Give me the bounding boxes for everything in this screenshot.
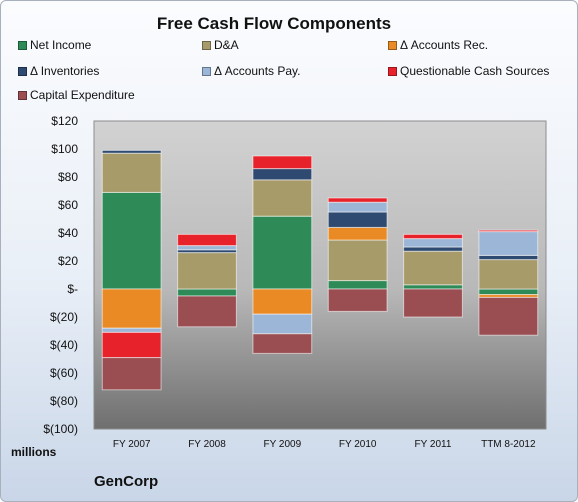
legend-swatch (202, 41, 211, 50)
legend-item-questionable-cash-sources: Questionable Cash Sources (388, 64, 549, 78)
bar-capital-expenditure-fy-2008 (177, 295, 237, 328)
y-tick-label: $20 (58, 254, 78, 268)
x-tick-label: FY 2007 (113, 439, 151, 450)
legend-item-net-income: Net Income (18, 38, 91, 52)
bar-d-a-fy-2010 (327, 239, 388, 282)
bar-capital-expenditure-fy-2011 (403, 288, 463, 318)
bar-d-a-fy-2009 (252, 179, 313, 217)
bar-delta-inventories-fy-2009 (252, 168, 313, 181)
bar-delta-inventories-fy-2010 (327, 211, 388, 228)
bar-questionable-cash-sources-fy-2008 (177, 233, 237, 247)
bar-questionable-cash-sources-fy-2010 (327, 197, 388, 203)
y-tick-label: $(80) (50, 394, 78, 408)
y-tick-label: $(40) (50, 338, 78, 352)
bar-delta-accounts-rec-fy-2010 (327, 226, 388, 241)
bar-d-a-fy-2011 (403, 250, 463, 286)
legend-swatch (388, 41, 397, 50)
x-tick-label: TTM 8-2012 (481, 439, 536, 450)
bar-delta-accounts-pay-fy-2008 (177, 245, 237, 251)
bar-net-income-fy-2008 (177, 288, 237, 297)
bar-net-income-ttm-8-2012 (478, 288, 539, 296)
legend-item-delta-inventories: Δ Inventories (18, 64, 99, 78)
legend-item-d-a: D&A (202, 38, 239, 52)
legend-swatch (388, 67, 397, 76)
plot-background (93, 120, 547, 430)
legend-swatch (202, 67, 211, 76)
bar-questionable-cash-sources-fy-2007 (101, 331, 162, 359)
y-axis-unit-label: millions (11, 445, 57, 459)
chart-title: Free Cash Flow Components (156, 14, 392, 33)
y-tick-label: $120 (51, 114, 78, 128)
legend-label: Questionable Cash Sources (400, 64, 550, 78)
x-tick-label: FY 2008 (188, 439, 226, 450)
legend-label: D&A (214, 38, 239, 52)
bar-delta-accounts-rec-fy-2009 (252, 288, 313, 315)
bar-delta-accounts-pay-fy-2011 (403, 238, 463, 248)
legend-item-delta-accounts-pay: Δ Accounts Pay. (202, 64, 301, 78)
x-tick-label: FY 2009 (264, 439, 302, 450)
bar-delta-inventories-fy-2011 (403, 246, 463, 252)
y-tick-label: $60 (58, 198, 78, 212)
y-tick-label: $(60) (50, 366, 78, 380)
bar-delta-accounts-pay-fy-2010 (327, 201, 388, 213)
bar-d-a-fy-2007 (101, 152, 162, 193)
bar-net-income-fy-2009 (252, 215, 313, 290)
bar-delta-accounts-pay-fy-2009 (252, 313, 313, 335)
legend-item-delta-accounts-rec: Δ Accounts Rec. (388, 38, 488, 52)
bar-capital-expenditure-fy-2009 (252, 333, 313, 354)
y-tick-label: $80 (58, 170, 78, 184)
legend-swatch (18, 67, 27, 76)
bar-net-income-fy-2007 (101, 191, 162, 290)
bar-net-income-fy-2011 (403, 284, 463, 290)
bar-d-a-ttm-8-2012 (478, 259, 539, 290)
bar-questionable-cash-sources-ttm-8-2012 (478, 229, 539, 233)
legend-label: Capital Expenditure (30, 88, 135, 102)
y-tick-label: $(20) (50, 310, 78, 324)
legend-label: Δ Accounts Pay. (214, 64, 301, 78)
y-tick-label: $40 (58, 226, 78, 240)
bar-questionable-cash-sources-fy-2009 (252, 155, 313, 170)
bar-delta-accounts-rec-fy-2007 (101, 288, 162, 329)
x-tick-label: FY 2010 (339, 439, 377, 450)
company-name: GenCorp (94, 473, 159, 490)
bar-delta-inventories-ttm-8-2012 (478, 254, 539, 261)
bar-delta-inventories-fy-2007 (101, 149, 162, 154)
bar-delta-accounts-pay-fy-2007 (101, 327, 162, 333)
x-tick-label: FY 2011 (415, 439, 452, 450)
bar-capital-expenditure-ttm-8-2012 (478, 296, 539, 336)
y-tick-label: $- (67, 282, 78, 296)
bar-d-a-fy-2008 (177, 252, 237, 290)
bar-questionable-cash-sources-fy-2011 (403, 233, 463, 240)
bar-capital-expenditure-fy-2007 (101, 357, 162, 391)
legend-swatch (18, 91, 27, 100)
y-tick-label: $100 (51, 142, 78, 156)
y-tick-label: $(100) (43, 422, 78, 436)
legend-label: Net Income (30, 38, 92, 52)
legend-swatch (18, 41, 27, 50)
bar-net-income-fy-2010 (327, 280, 388, 290)
bar-capital-expenditure-fy-2010 (327, 288, 388, 312)
legend-label: Δ Inventories (30, 64, 100, 78)
legend-label: Δ Accounts Rec. (400, 38, 489, 52)
legend-item-capital-expenditure: Capital Expenditure (18, 88, 135, 102)
bar-delta-accounts-pay-ttm-8-2012 (478, 231, 539, 256)
